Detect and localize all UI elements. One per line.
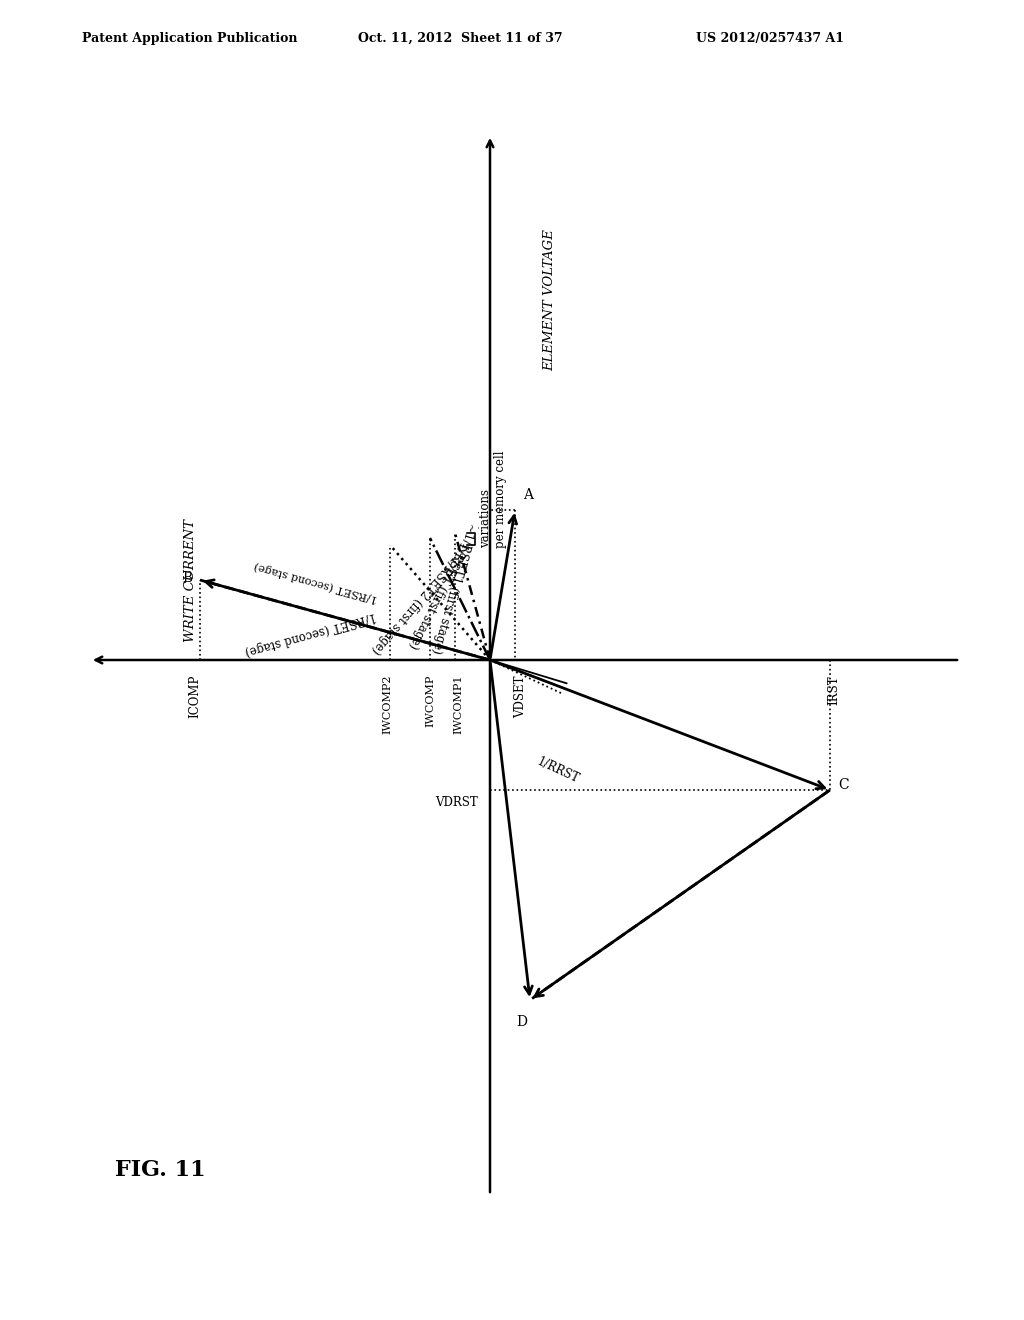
- Text: C: C: [838, 777, 849, 792]
- Text: variations
per memory cell: variations per memory cell: [479, 450, 507, 548]
- Text: 1/RSET2 (first stage): 1/RSET2 (first stage): [369, 553, 461, 656]
- Text: IWCOMP2: IWCOMP2: [382, 675, 392, 734]
- Text: IWCOMP1: IWCOMP1: [453, 675, 463, 734]
- Text: D: D: [516, 1015, 527, 1030]
- Text: A: A: [523, 488, 534, 502]
- Text: IWCOMP: IWCOMP: [425, 675, 435, 727]
- Text: US 2012/0257437 A1: US 2012/0257437 A1: [696, 32, 845, 45]
- Text: ~1/RSET1 (first stage): ~1/RSET1 (first stage): [429, 521, 478, 655]
- Text: 1/RSET (first stage): 1/RSET (first stage): [406, 539, 470, 651]
- Text: 1/RSET (second stage): 1/RSET (second stage): [253, 560, 379, 605]
- Text: ICOMP: ICOMP: [188, 675, 202, 718]
- Text: ELEMENT VOLTAGE: ELEMENT VOLTAGE: [544, 230, 556, 371]
- Text: 1/RRST: 1/RRST: [535, 755, 582, 785]
- Text: Oct. 11, 2012  Sheet 11 of 37: Oct. 11, 2012 Sheet 11 of 37: [358, 32, 563, 45]
- Text: IRST: IRST: [827, 675, 841, 705]
- Text: 1/RSET (second stage): 1/RSET (second stage): [243, 609, 377, 657]
- Text: VDSET: VDSET: [514, 675, 527, 718]
- Text: WRITE CURRENT: WRITE CURRENT: [183, 519, 197, 642]
- Text: VDRST: VDRST: [435, 796, 478, 808]
- Text: B: B: [182, 572, 193, 585]
- Text: FIG. 11: FIG. 11: [115, 1159, 206, 1181]
- Text: Patent Application Publication: Patent Application Publication: [82, 32, 297, 45]
